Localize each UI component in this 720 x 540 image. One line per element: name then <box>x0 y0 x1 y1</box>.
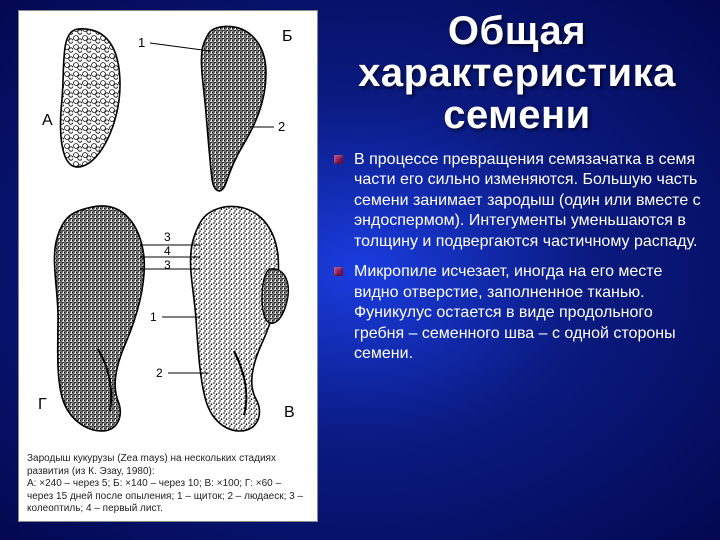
slide: А Б 1 2 <box>0 0 720 540</box>
caption-line1: Зародыш кукурузы (Zea mays) на нескольки… <box>27 453 276 477</box>
panel-g: Г <box>38 206 144 431</box>
panel-a: А <box>42 29 120 167</box>
callout-2-bot: 2 <box>156 366 163 380</box>
callout-1-top: 1 <box>138 35 145 50</box>
bullet-text: В процессе превращения семязачатка в сем… <box>354 151 701 250</box>
panel-b: Б 1 2 <box>138 26 293 190</box>
embryo-diagram-svg: А Б 1 2 <box>28 17 308 447</box>
panel-label-v: В <box>284 404 295 421</box>
callout-1-bot: 1 <box>150 310 157 324</box>
slide-title: Общая характеристика семени <box>332 10 702 136</box>
figure-box: А Б 1 2 <box>18 10 318 522</box>
callout-2-top: 2 <box>278 119 285 134</box>
figure-caption: Зародыш кукурузы (Zea mays) на нескольки… <box>27 453 309 516</box>
callout-4: 4 <box>164 244 171 258</box>
figure-illustration: А Б 1 2 <box>27 17 309 447</box>
figure-column: А Б 1 2 <box>18 10 318 522</box>
caption-line2: А: ×240 – через 5; Б: ×140 – через 10; В… <box>27 478 303 514</box>
panel-label-a: А <box>42 112 53 129</box>
panel-v: В <box>191 206 295 431</box>
bullet-list: В процессе превращения семязачатка в сем… <box>332 150 702 375</box>
panel-label-b: Б <box>282 28 293 45</box>
panel-label-g: Г <box>38 396 47 413</box>
text-column: Общая характеристика семени В процессе п… <box>332 10 702 522</box>
callout-3b: 3 <box>164 258 171 272</box>
bullet-text: Микропиле исчезает, иногда на его месте … <box>354 263 676 362</box>
callout-3a: 3 <box>164 230 171 244</box>
bullet-item: В процессе превращения семязачатка в сем… <box>334 150 702 252</box>
bullet-item: Микропиле исчезает, иногда на его месте … <box>334 262 702 364</box>
